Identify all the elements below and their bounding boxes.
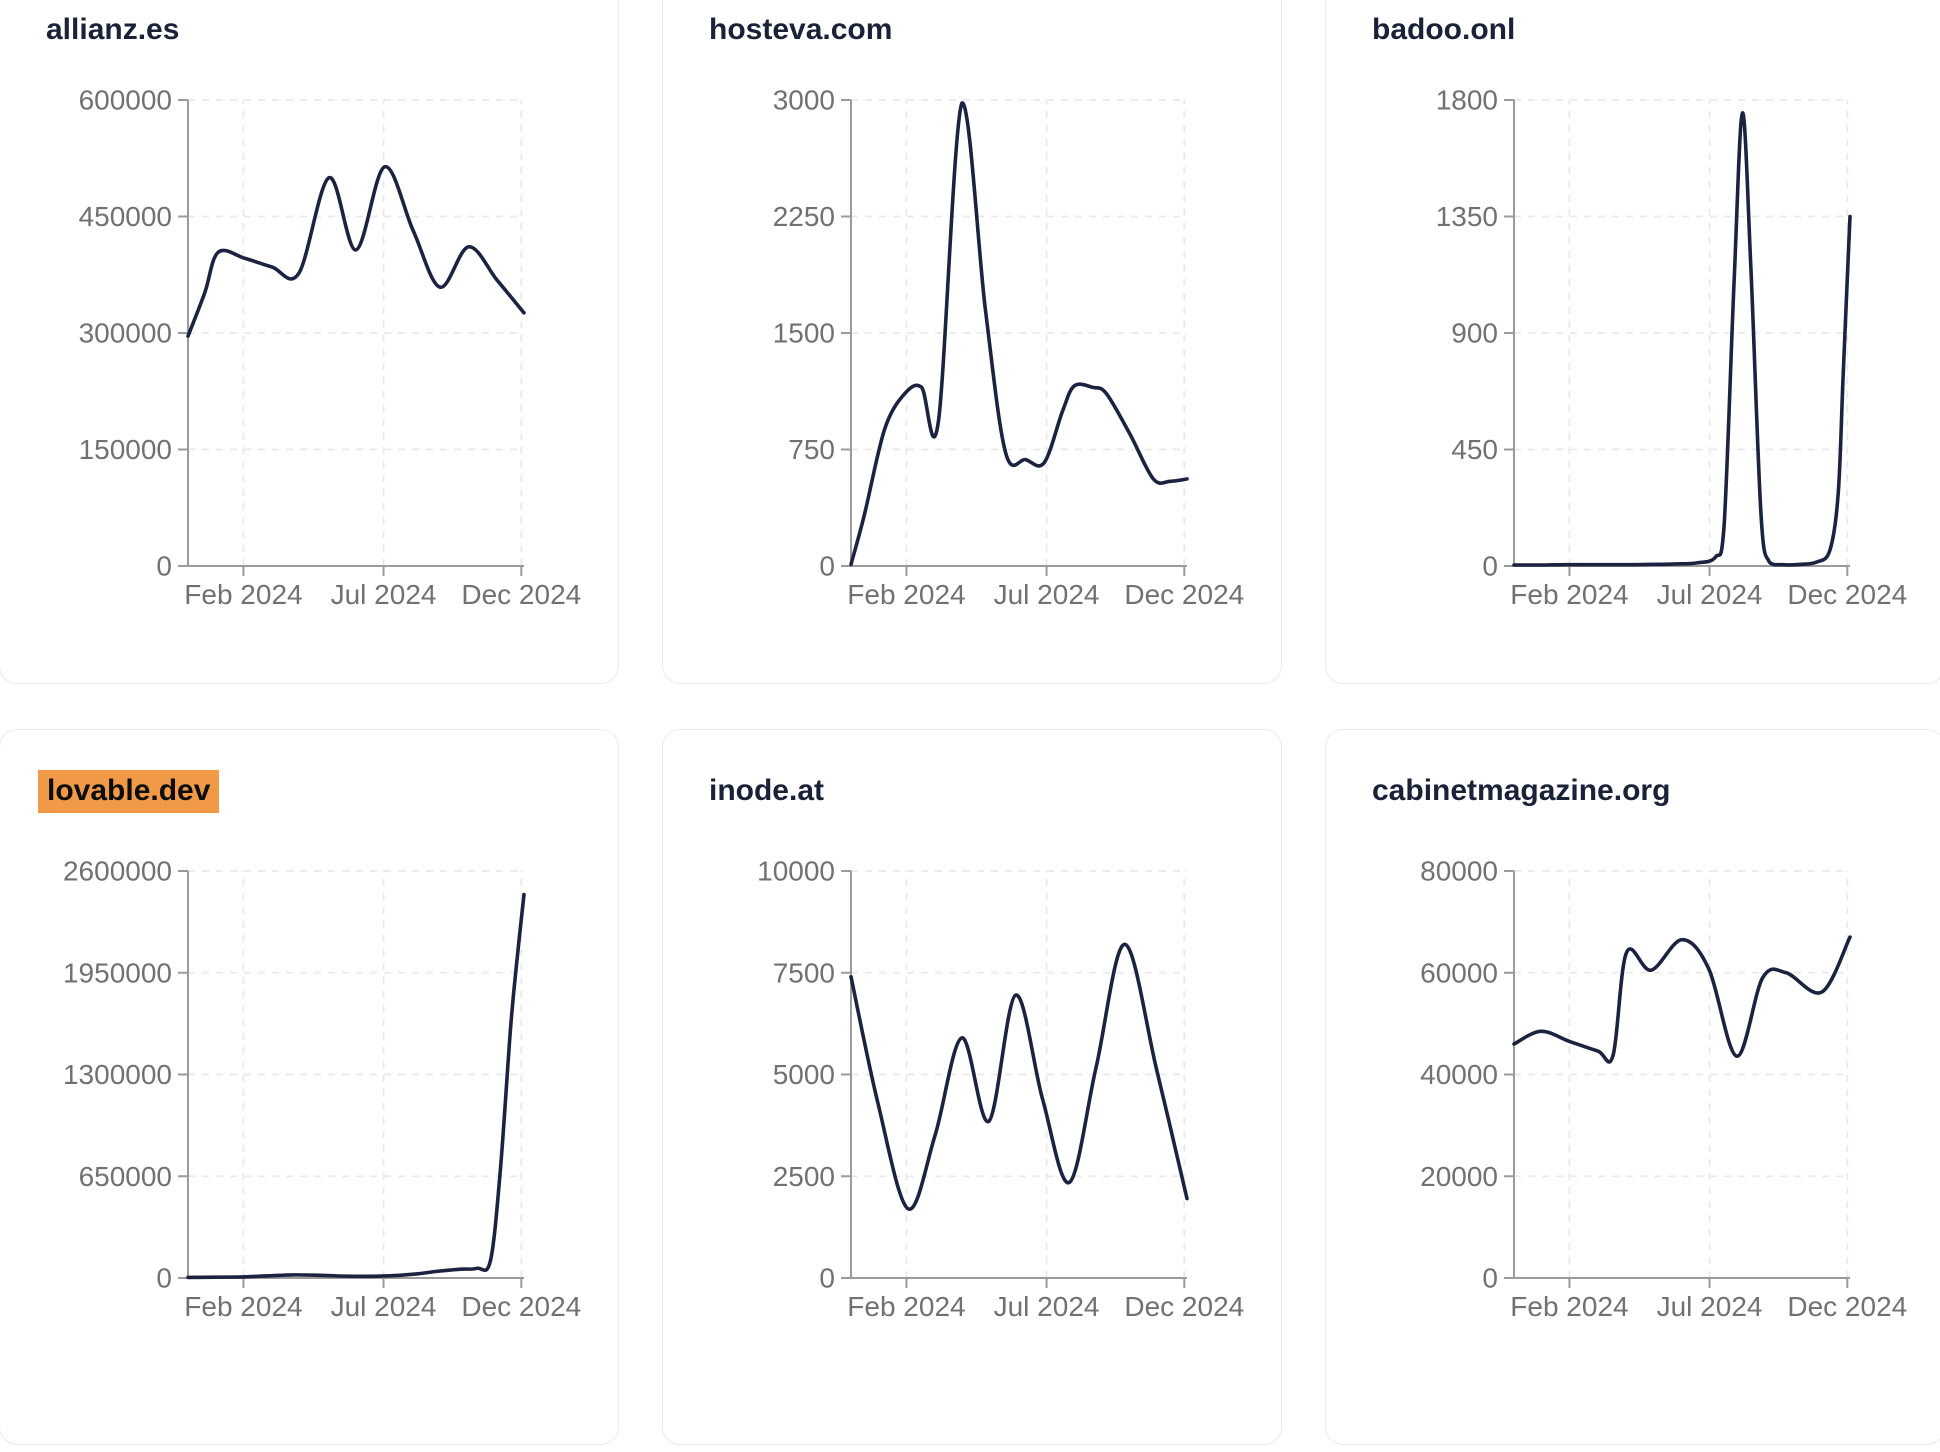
x-tick-label: Dec 2024 bbox=[1787, 579, 1907, 610]
x-tick-label: Jul 2024 bbox=[1657, 1291, 1763, 1322]
x-tick-label: Dec 2024 bbox=[461, 1291, 581, 1322]
y-tick-label: 0 bbox=[1482, 551, 1498, 582]
y-tick-label: 60000 bbox=[1420, 957, 1498, 988]
y-tick-label: 10000 bbox=[757, 856, 835, 887]
y-tick-label: 0 bbox=[156, 551, 172, 582]
chart-title: cabinetmagazine.org bbox=[1372, 774, 1671, 807]
x-tick-label: Jul 2024 bbox=[331, 579, 437, 610]
chart-card: cabinetmagazine.org 0 20000 40000 60000 8000… bbox=[1325, 729, 1940, 1445]
y-tick-label: 5000 bbox=[773, 1059, 835, 1090]
x-tick-label: Jul 2024 bbox=[331, 1291, 437, 1322]
y-tick-label: 1950000 bbox=[63, 957, 172, 988]
chart-title: inode.at bbox=[709, 774, 825, 807]
y-tick-label: 2500 bbox=[773, 1161, 835, 1192]
series-line bbox=[1512, 935, 1852, 1064]
series-line bbox=[186, 892, 526, 1280]
y-tick-label: 650000 bbox=[79, 1161, 172, 1192]
y-tick-label: 0 bbox=[1482, 1263, 1498, 1294]
y-tick-label: 750 bbox=[788, 434, 835, 465]
y-tick-label: 2600000 bbox=[63, 856, 172, 887]
chart-title: badoo.onl bbox=[1372, 13, 1516, 46]
x-tick-label: Dec 2024 bbox=[1787, 1291, 1907, 1322]
y-tick-label: 900 bbox=[1451, 318, 1498, 349]
chart-card: lovable.dev 0 650000 1300000 1950000 2600000… bbox=[0, 729, 619, 1445]
chart-card: allianz.es 0 150000 300000 450000 600000 Feb … bbox=[0, 0, 619, 684]
series-line bbox=[849, 942, 1189, 1211]
y-tick-label: 20000 bbox=[1420, 1161, 1498, 1192]
chart-card: inode.at 0 2500 5000 7500 10000 Feb 2024 Jul 2… bbox=[662, 729, 1282, 1445]
line-chart: 0 150000 300000 450000 600000 Feb 2024 Jul 202… bbox=[79, 85, 582, 611]
y-tick-label: 0 bbox=[819, 1263, 835, 1294]
x-tick-label: Feb 2024 bbox=[847, 1291, 965, 1322]
y-tick-label: 450000 bbox=[79, 201, 172, 232]
line-chart: 0 650000 1300000 1950000 2600000 Feb 2024 Jul … bbox=[63, 856, 581, 1323]
x-tick-label: Jul 2024 bbox=[994, 1291, 1100, 1322]
y-tick-label: 1300000 bbox=[63, 1059, 172, 1090]
x-tick-label: Dec 2024 bbox=[461, 579, 581, 610]
chart-title-highlighted: lovable.dev bbox=[38, 770, 220, 813]
y-tick-label: 40000 bbox=[1420, 1059, 1498, 1090]
y-tick-label: 1800 bbox=[1436, 85, 1498, 116]
x-tick-label: Feb 2024 bbox=[847, 579, 965, 610]
y-tick-label: 0 bbox=[819, 551, 835, 582]
line-chart: 0 450 900 1350 1800 Feb 2024 Jul 2024 Dec 2024 bbox=[1436, 85, 1908, 611]
chart-title: allianz.es bbox=[46, 13, 180, 46]
x-tick-label: Jul 2024 bbox=[994, 579, 1100, 610]
x-tick-label: Feb 2024 bbox=[1510, 1291, 1628, 1322]
y-tick-label: 600000 bbox=[79, 85, 172, 116]
y-tick-label: 3000 bbox=[773, 85, 835, 116]
series-line bbox=[186, 165, 526, 338]
x-tick-label: Dec 2024 bbox=[1124, 579, 1244, 610]
y-tick-label: 80000 bbox=[1420, 856, 1498, 887]
y-tick-label: 1350 bbox=[1436, 201, 1498, 232]
line-chart: 0 2500 5000 7500 10000 Feb 2024 Jul 2024 Dec 20… bbox=[757, 856, 1244, 1323]
y-tick-label: 150000 bbox=[79, 434, 172, 465]
y-tick-label: 1500 bbox=[773, 318, 835, 349]
line-chart: 0 20000 40000 60000 80000 Feb 2024 Jul 2024 Dec… bbox=[1420, 856, 1907, 1323]
chart-card: hosteva.com 0 750 1500 2250 3000 Feb 2024 Jul … bbox=[662, 0, 1282, 684]
y-tick-label: 7500 bbox=[773, 957, 835, 988]
series-line bbox=[849, 101, 1189, 567]
chart-card: badoo.onl 0 450 900 1350 1800 Feb 2024 Jul 202… bbox=[1325, 0, 1940, 684]
chart-title: hosteva.com bbox=[709, 13, 893, 46]
x-tick-label: Feb 2024 bbox=[184, 579, 302, 610]
y-tick-label: 0 bbox=[156, 1263, 172, 1294]
y-tick-label: 2250 bbox=[773, 201, 835, 232]
series-line bbox=[1512, 111, 1852, 567]
x-tick-label: Dec 2024 bbox=[1124, 1291, 1244, 1322]
x-tick-label: Feb 2024 bbox=[184, 1291, 302, 1322]
x-tick-label: Jul 2024 bbox=[1657, 579, 1763, 610]
line-chart: 0 750 1500 2250 3000 Feb 2024 Jul 2024 Dec 2024 bbox=[773, 85, 1245, 611]
y-tick-label: 450 bbox=[1451, 434, 1498, 465]
x-tick-label: Feb 2024 bbox=[1510, 579, 1628, 610]
y-tick-label: 300000 bbox=[79, 318, 172, 349]
